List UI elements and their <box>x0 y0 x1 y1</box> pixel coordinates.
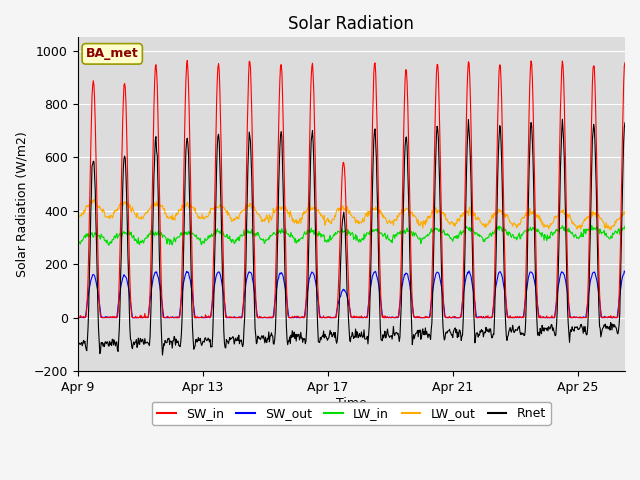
SW_out <box>76 315 84 321</box>
LW_out <box>348 212 355 218</box>
Line: LW_out: LW_out <box>77 200 625 230</box>
Line: SW_out: SW_out <box>77 271 625 318</box>
SW_out <box>308 270 316 276</box>
SW_out <box>621 269 629 275</box>
Rnet <box>159 352 166 358</box>
X-axis label: Time: Time <box>336 396 367 409</box>
SW_in <box>348 315 355 321</box>
SW_in <box>621 60 629 66</box>
Rnet <box>308 128 316 133</box>
SW_out <box>213 270 221 276</box>
Title: Solar Radiation: Solar Radiation <box>289 15 414 33</box>
SW_out <box>443 315 451 321</box>
LW_out <box>380 213 387 218</box>
SW_in <box>308 60 316 66</box>
SW_in <box>184 58 191 63</box>
LW_out <box>443 216 451 222</box>
SW_out <box>382 315 390 321</box>
Line: SW_in: SW_in <box>77 60 625 318</box>
LW_in <box>443 232 451 238</box>
LW_in <box>382 236 390 242</box>
LW_out <box>382 217 390 223</box>
LW_out <box>91 197 99 203</box>
SW_in <box>443 314 451 320</box>
Rnet <box>443 330 451 336</box>
SW_in <box>380 315 387 321</box>
LW_out <box>74 213 81 219</box>
LW_out <box>308 207 316 213</box>
SW_out <box>74 315 81 321</box>
SW_out <box>348 314 355 320</box>
LW_in <box>380 232 387 238</box>
LW_in <box>105 242 113 248</box>
LW_in <box>74 241 81 247</box>
SW_in <box>74 315 81 321</box>
SW_out <box>380 314 387 320</box>
Legend: SW_in, SW_out, LW_in, LW_out, Rnet: SW_in, SW_out, LW_in, LW_out, Rnet <box>152 402 550 425</box>
LW_in <box>308 229 316 235</box>
Rnet <box>74 343 81 349</box>
Rnet <box>382 334 390 340</box>
Line: LW_in: LW_in <box>77 226 625 245</box>
LW_in <box>621 223 629 229</box>
LW_out <box>621 209 629 215</box>
SW_in <box>213 77 221 83</box>
LW_in <box>348 231 355 237</box>
Rnet <box>559 116 566 122</box>
Line: Rnet: Rnet <box>77 119 625 355</box>
Rnet <box>380 335 387 341</box>
Rnet <box>213 143 221 149</box>
LW_out <box>607 227 614 233</box>
SW_out <box>465 268 473 274</box>
LW_in <box>588 223 596 228</box>
Rnet <box>621 120 629 126</box>
Text: BA_met: BA_met <box>86 48 139 60</box>
Rnet <box>348 334 355 339</box>
LW_out <box>213 204 221 210</box>
Y-axis label: Solar Radiation (W/m2): Solar Radiation (W/m2) <box>15 132 28 277</box>
LW_in <box>213 226 221 232</box>
SW_in <box>382 315 390 321</box>
